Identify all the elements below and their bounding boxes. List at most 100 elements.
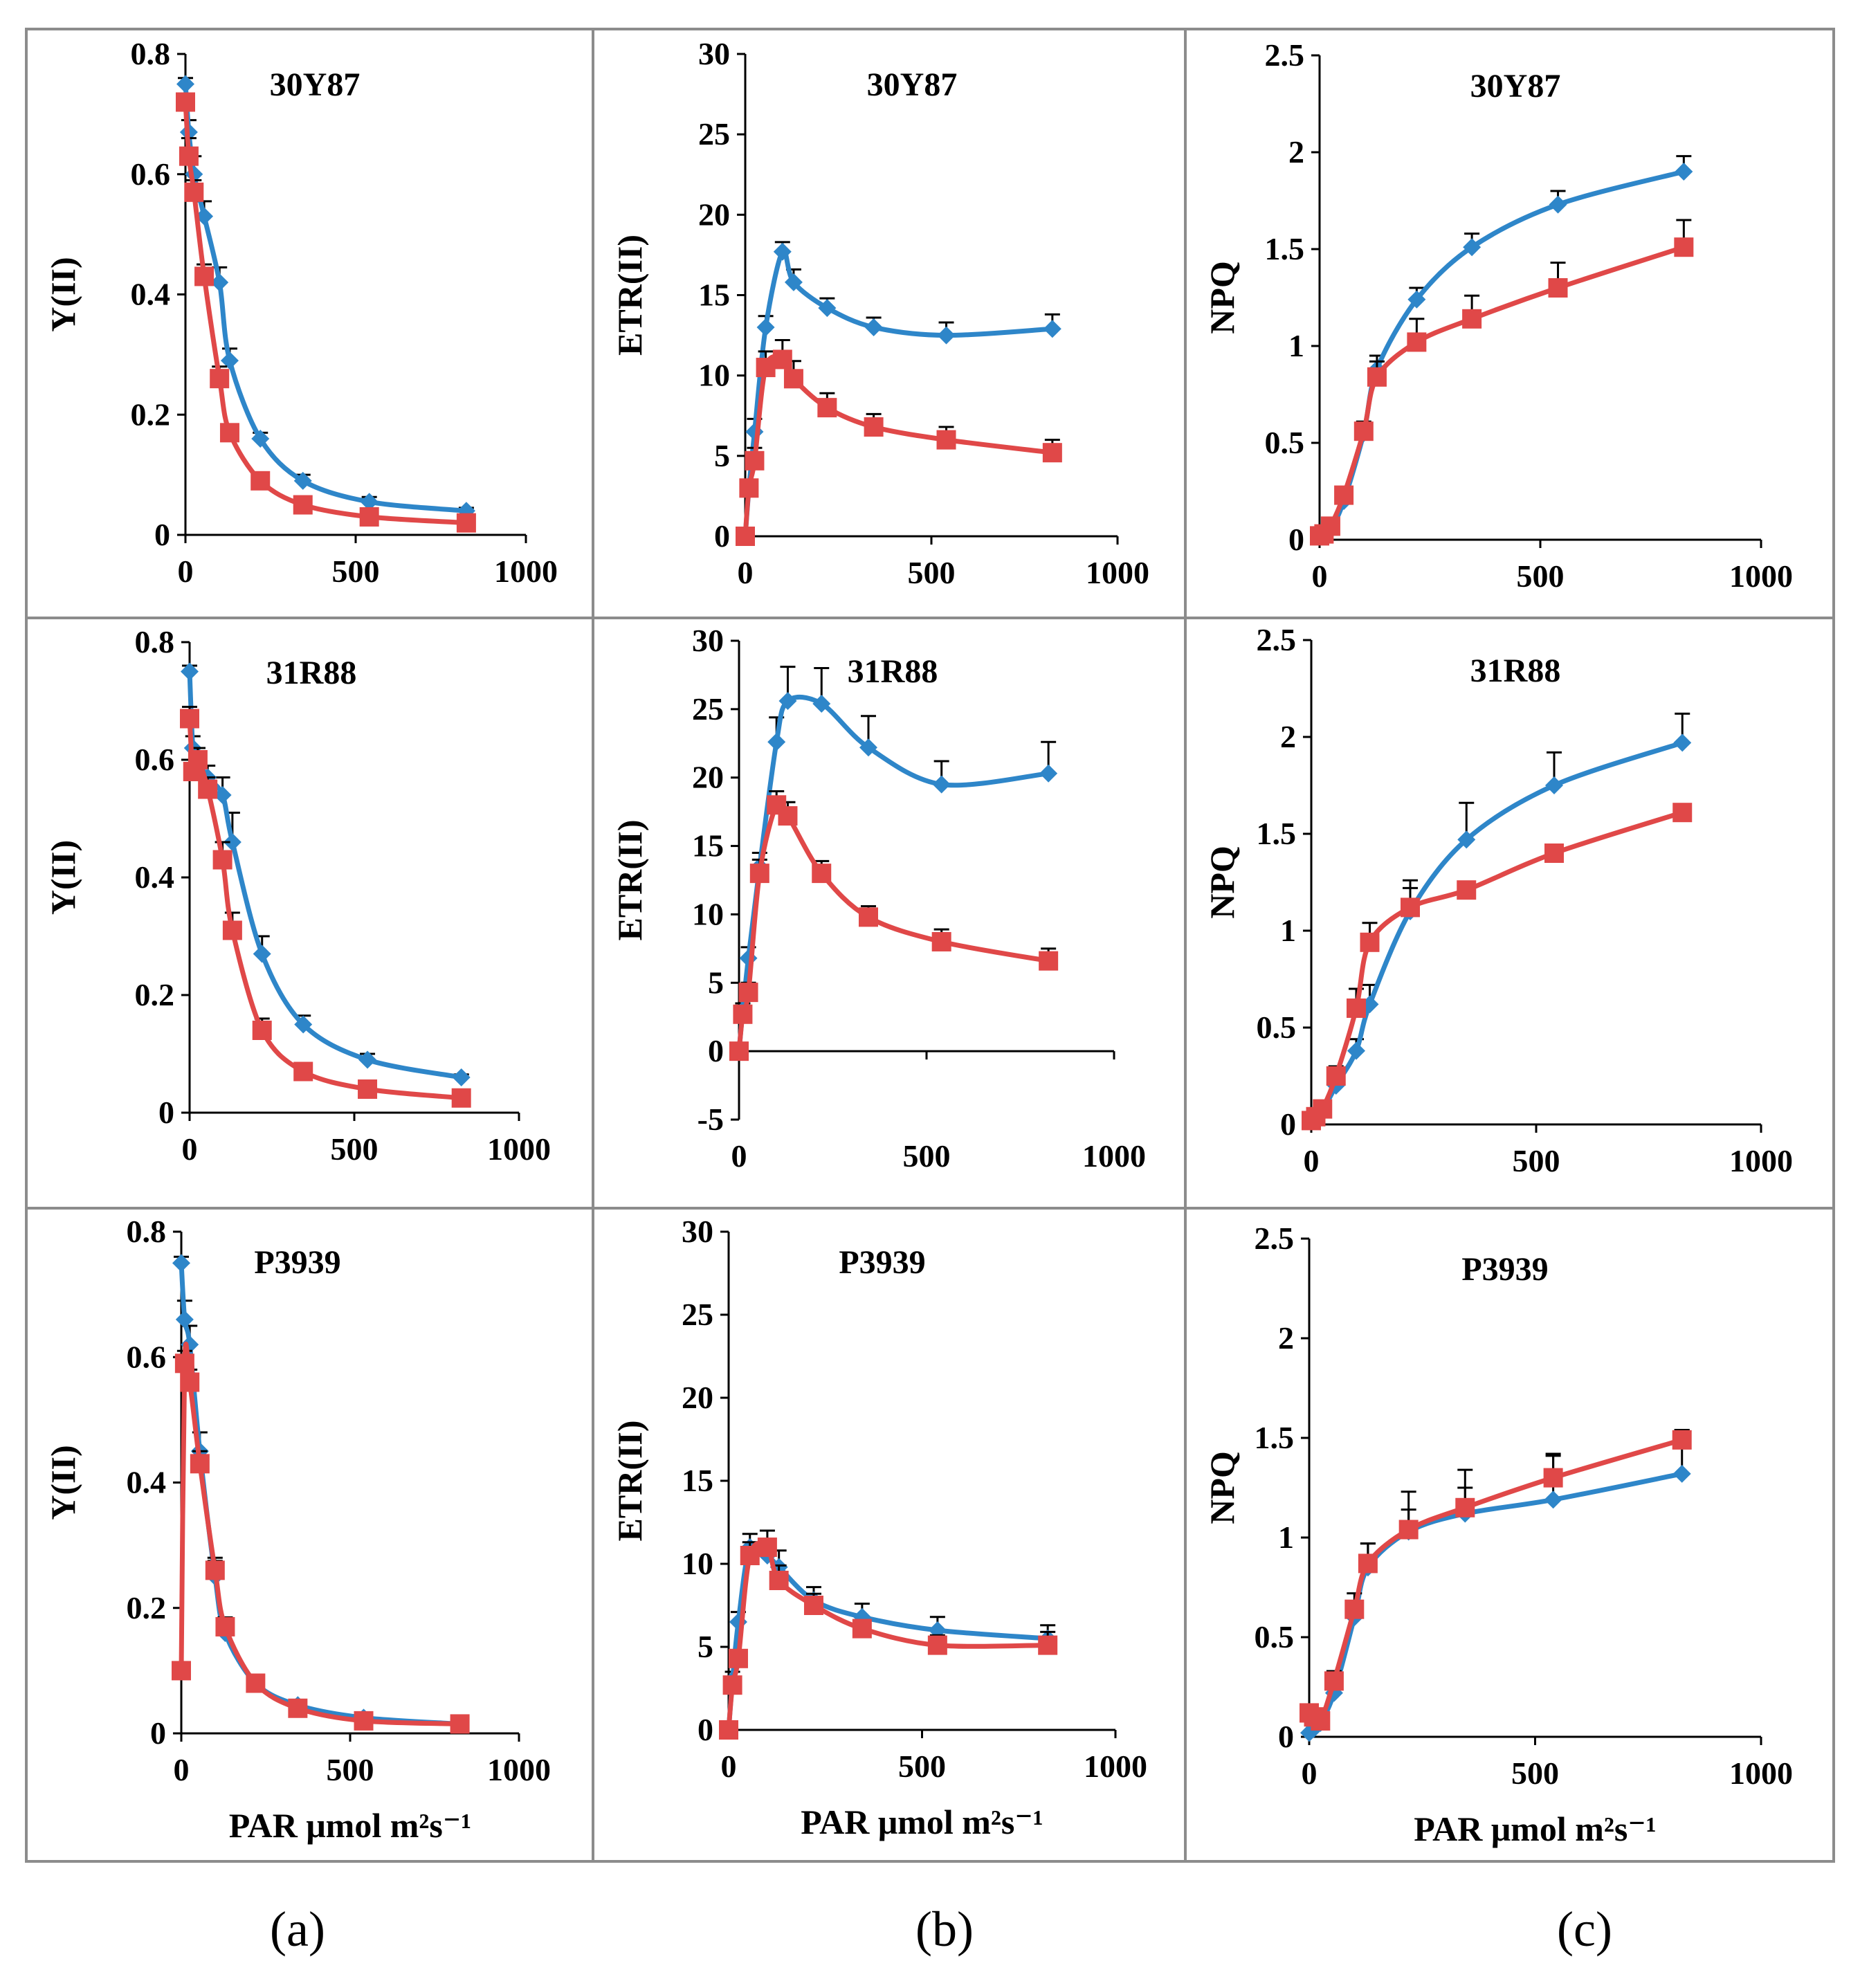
- series-line: [179, 1263, 460, 1726]
- y-tick-label: 0.6: [131, 156, 171, 192]
- data-point-square-icon: [212, 850, 232, 870]
- data-point-square-icon: [852, 1618, 872, 1639]
- data-point-diamond-icon: [360, 493, 379, 511]
- y-tick-label: 2: [1278, 1320, 1294, 1356]
- data-point-diamond-icon: [294, 1015, 313, 1034]
- data-point-diamond-icon: [181, 662, 199, 681]
- series-line: [1318, 169, 1685, 538]
- series-line: [1309, 810, 1684, 1123]
- data-point-diamond-icon: [937, 326, 956, 345]
- data-point-square-icon: [354, 1711, 374, 1731]
- y-tick-label: 0: [698, 1712, 713, 1747]
- y-tick-label: 30: [692, 623, 724, 658]
- data-point-square-icon: [1457, 880, 1477, 900]
- panel-title: P3939: [1461, 1251, 1548, 1288]
- series-line: [736, 695, 1049, 1052]
- panel-frame-0-0: [25, 28, 594, 619]
- x-tick-label: 1000: [1084, 1749, 1147, 1784]
- data-point-square-icon: [1313, 1099, 1333, 1119]
- series-control: [736, 241, 1061, 545]
- panel-title: 30Y87: [270, 66, 361, 103]
- data-point-square-icon: [210, 369, 230, 389]
- data-point-square-icon: [1672, 803, 1693, 823]
- chart-panel-4: 0 0.2 0.4 0.6 0.8 0 500 1000 31R88 Y(II): [44, 624, 551, 1167]
- series-line: [183, 84, 467, 513]
- data-point-diamond-icon: [767, 733, 786, 751]
- x-tick-label: 1000: [1086, 555, 1149, 590]
- x-tick-label: 1000: [1082, 1138, 1146, 1174]
- data-point-square-icon: [293, 495, 313, 515]
- series-treatment: [172, 1341, 470, 1734]
- chart-panel-1: 0 0.2 0.4 0.6 0.8 0 500 1000 30Y87 Y(II): [44, 36, 558, 589]
- data-point-square-icon: [1320, 516, 1340, 536]
- data-point-square-icon: [1544, 843, 1564, 863]
- y-tick-label: 0: [150, 1715, 166, 1751]
- data-point-square-icon: [205, 1560, 225, 1580]
- data-point-square-icon: [803, 1596, 823, 1615]
- y-tick-label: 0.4: [135, 859, 175, 895]
- data-point-diamond-icon: [739, 949, 758, 967]
- data-point-diamond-icon: [1039, 764, 1058, 783]
- series-treatment: [719, 1529, 1058, 1740]
- y-axis-label: ETR(II): [610, 819, 649, 940]
- data-point-square-icon: [936, 430, 956, 450]
- series-treatment: [180, 706, 471, 1108]
- data-point-square-icon: [219, 423, 239, 443]
- series-treatment: [176, 92, 476, 533]
- y-tick-label: 0.2: [135, 977, 175, 1012]
- series-line: [183, 102, 467, 526]
- data-point-square-icon: [1672, 1430, 1692, 1450]
- data-point-square-icon: [733, 1004, 753, 1024]
- data-point-square-icon: [450, 1714, 470, 1734]
- data-point-square-icon: [927, 1635, 947, 1655]
- data-point-diamond-icon: [1549, 195, 1567, 214]
- data-point-square-icon: [736, 527, 755, 546]
- data-point-diamond-icon: [213, 786, 232, 804]
- data-point-square-icon: [358, 1079, 378, 1099]
- chart-panel-3: 0 0.5 1 1.5 2 2.5 0 500 1000 30Y87 NPQ: [1203, 37, 1793, 594]
- x-tick-label: 0: [182, 1131, 198, 1167]
- column-label: (c): [1557, 1902, 1612, 1957]
- chart-panel-6: 0 0.5 1 1.5 2 2.5 0 500 1000 31R88 NPQ: [1203, 622, 1793, 1178]
- y-axis-label: Y(II): [44, 257, 82, 331]
- data-point-square-icon: [1038, 1635, 1058, 1655]
- data-point-diamond-icon: [778, 691, 797, 710]
- data-point-square-icon: [180, 1372, 200, 1392]
- data-point-diamond-icon: [293, 471, 312, 490]
- panel-title: P3939: [839, 1244, 925, 1281]
- y-tick-label: 0: [158, 1095, 174, 1130]
- y-tick-label: 0: [708, 1033, 724, 1068]
- y-tick-label: 15: [682, 1463, 713, 1498]
- y-tick-label: 25: [698, 116, 730, 152]
- y-tick-label: 1.5: [1265, 231, 1305, 266]
- data-point-diamond-icon: [1463, 238, 1481, 257]
- data-point-square-icon: [293, 1061, 313, 1082]
- data-point-diamond-icon: [932, 775, 951, 794]
- data-point-diamond-icon: [452, 1068, 471, 1086]
- x-axis-label: PAR μmol m²s⁻¹: [801, 1803, 1043, 1841]
- x-tick-label: 500: [332, 554, 380, 589]
- y-tick-label: 0.4: [127, 1465, 167, 1500]
- y-tick-label: 0.5: [1255, 1619, 1295, 1654]
- series-control: [730, 666, 1058, 1061]
- data-point-diamond-icon: [745, 422, 764, 441]
- data-point-diamond-icon: [175, 1310, 194, 1329]
- series-treatment: [736, 339, 1062, 546]
- data-point-square-icon: [1455, 1497, 1475, 1517]
- data-point-diamond-icon: [220, 352, 239, 370]
- chart-panel-9: 0 0.5 1 1.5 2 2.5 0 500 1000 P3939 NPQ PAR μmol m²s…: [1203, 1221, 1793, 1848]
- data-point-square-icon: [1398, 1520, 1419, 1540]
- data-point-square-icon: [1358, 1553, 1378, 1574]
- data-point-square-icon: [176, 92, 195, 112]
- y-tick-label: 20: [692, 760, 724, 795]
- data-point-square-icon: [1344, 1599, 1365, 1619]
- data-point-square-icon: [858, 907, 878, 927]
- data-point-square-icon: [739, 478, 759, 498]
- y-tick-label: -5: [698, 1102, 724, 1137]
- panel-title: 30Y87: [1470, 68, 1561, 104]
- series-line: [1318, 244, 1685, 538]
- data-point-square-icon: [728, 1648, 748, 1668]
- data-point-square-icon: [772, 349, 792, 370]
- series-treatment: [1300, 1428, 1692, 1731]
- panel-title: 31R88: [848, 653, 938, 690]
